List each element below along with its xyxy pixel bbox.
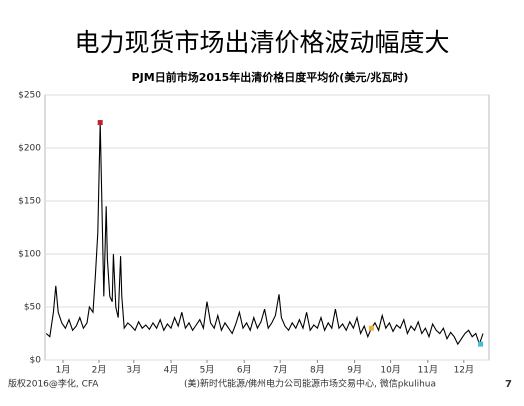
x-tick-label: 4月	[164, 365, 179, 376]
price-line	[45, 122, 484, 346]
x-tick-label: 6月	[237, 365, 252, 376]
x-tick-label: 11月	[418, 365, 438, 376]
x-tick-label: 8月	[310, 365, 325, 376]
x-tick-label: 3月	[126, 365, 141, 376]
x-tick-label: 7月	[273, 365, 288, 376]
x-tick-label: 10月	[380, 365, 400, 376]
x-tick-label: 5月	[200, 365, 215, 376]
page-number: 7	[505, 379, 512, 390]
x-tick-label: 9月	[347, 365, 362, 376]
footer-center: (美)新时代能源/佛州电力公司能源市场交易中心, 微信pkulihua	[184, 378, 436, 390]
x-tick-label: 2月	[92, 365, 107, 376]
x-tick-label: 1月	[56, 365, 71, 376]
y-tick-label: $200	[18, 144, 41, 154]
y-tick-label: $150	[18, 197, 41, 207]
chart-title: PJM日前市场2015年出清价格日度平均价(美元/兆瓦时)	[132, 70, 409, 84]
highlight-marker	[478, 341, 484, 347]
x-tick-label: 12月	[454, 365, 474, 376]
highlight-marker	[97, 120, 103, 126]
slide-title: 电力现货市场出清价格波动幅度大	[74, 28, 449, 57]
footer-left: 版权2016@李化, CFA	[8, 378, 99, 390]
y-tick-label: $0	[30, 356, 42, 366]
y-tick-label: $100	[18, 250, 41, 260]
y-tick-label: $250	[18, 91, 41, 101]
y-tick-label: $50	[24, 303, 41, 313]
highlight-marker	[368, 325, 374, 331]
